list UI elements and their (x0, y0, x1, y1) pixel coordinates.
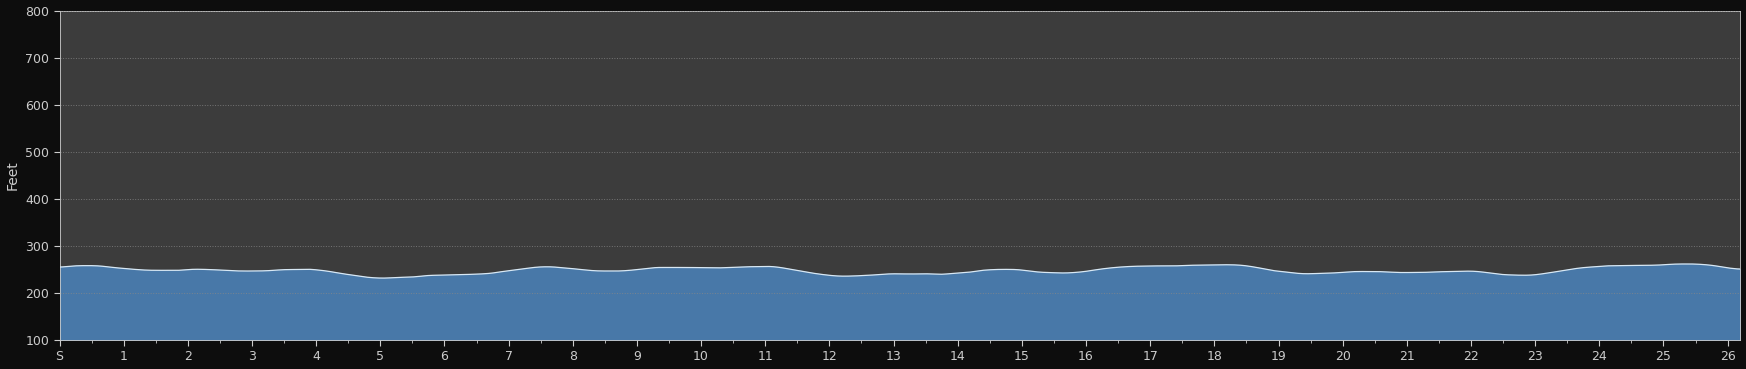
Y-axis label: Feet: Feet (5, 161, 19, 190)
